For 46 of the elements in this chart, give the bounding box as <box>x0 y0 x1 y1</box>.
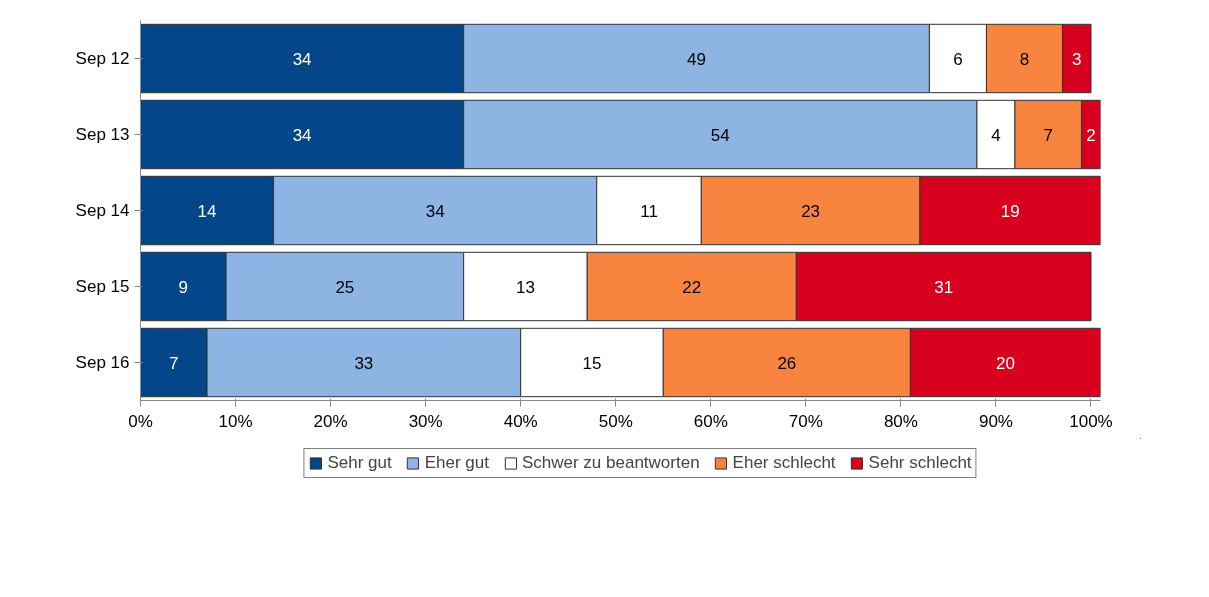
x-tick-label: 50% <box>598 411 633 431</box>
data-label: 26 <box>777 353 797 373</box>
x-tick-label: 90% <box>978 411 1013 431</box>
data-label: 19 <box>1000 201 1020 221</box>
data-label: 23 <box>801 201 821 221</box>
data-label: 25 <box>335 277 355 297</box>
y-tick-label: Sep 12 <box>75 49 130 68</box>
data-label: 31 <box>934 277 954 297</box>
legend-label: Schwer zu beantworten <box>521 453 700 473</box>
data-label: 34 <box>292 125 312 145</box>
y-tick-label: Sep 15 <box>75 277 130 296</box>
x-tick-label: 40% <box>503 411 538 431</box>
legend-label: Sehr gut <box>327 453 392 473</box>
data-label: 54 <box>710 125 730 145</box>
x-tick-label: 80% <box>883 411 918 431</box>
data-label: 14 <box>197 201 217 221</box>
x-tick-label: 100% <box>1069 411 1113 431</box>
y-tick-label: Sep 14 <box>75 201 130 220</box>
data-label: 11 <box>640 201 658 221</box>
legend-label: Eher schlecht <box>732 453 836 473</box>
data-label: 6 <box>953 49 963 69</box>
data-label: 7 <box>169 353 179 373</box>
data-label: 8 <box>1019 49 1030 69</box>
y-tick-label: Sep 13 <box>75 125 130 144</box>
x-tick-label: 0% <box>128 411 153 431</box>
x-tick-label: 10% <box>218 411 253 431</box>
legend-label: Eher gut <box>424 453 489 473</box>
x-tick-label: 60% <box>693 411 728 431</box>
x-tick-label: 20% <box>313 411 348 431</box>
data-label: 20 <box>996 353 1015 373</box>
data-label: 2 <box>1086 125 1096 145</box>
data-label: 7 <box>1043 125 1053 145</box>
data-label: 15 <box>582 353 602 373</box>
x-tick-label: 70% <box>788 411 823 431</box>
data-label: 22 <box>682 277 702 297</box>
data-label: 9 <box>178 277 189 297</box>
data-label: 33 <box>354 353 374 373</box>
x-tick-label: 30% <box>408 411 443 431</box>
data-label: 4 <box>991 125 1001 145</box>
data-label: 3 <box>1072 49 1082 69</box>
data-label: 49 <box>687 49 707 69</box>
legend-label: Sehr schlecht <box>868 453 972 473</box>
data-label: 34 <box>292 49 312 69</box>
y-tick-label: Sep 16 <box>75 353 130 372</box>
data-label: 34 <box>425 201 445 221</box>
data-label: 13 <box>516 277 535 297</box>
